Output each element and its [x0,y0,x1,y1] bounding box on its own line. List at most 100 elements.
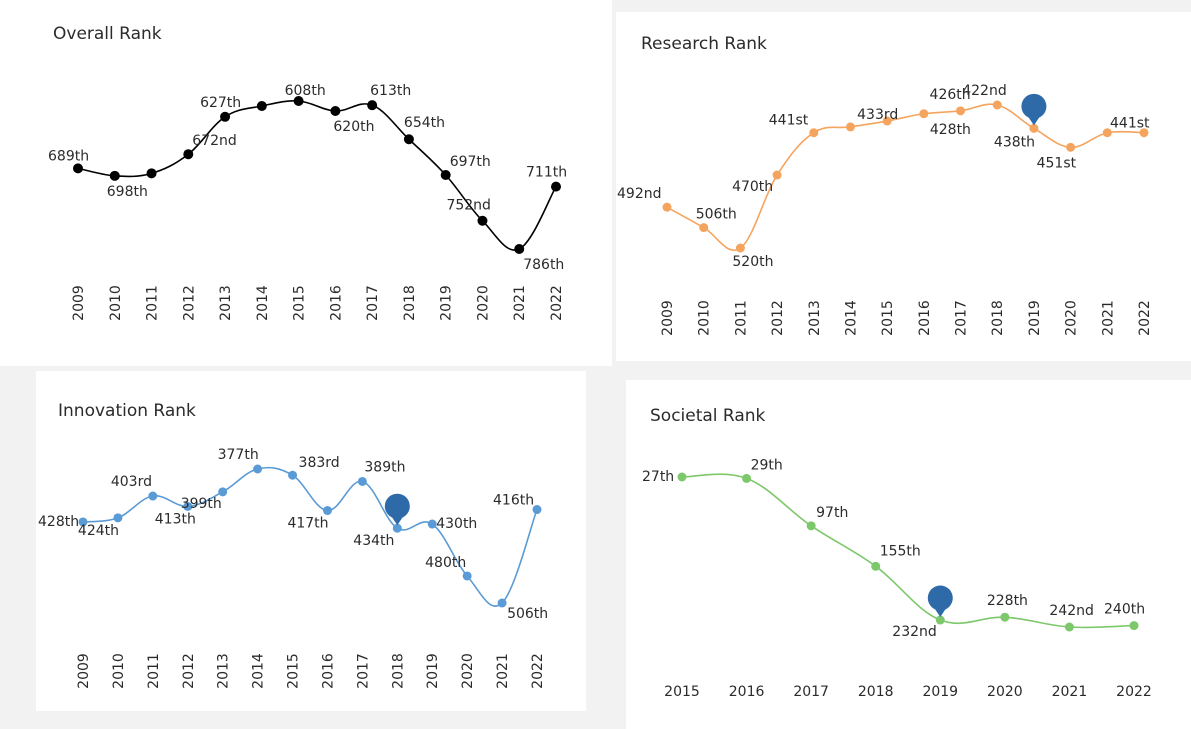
data-point[interactable] [882,116,892,126]
x-tick-label: 2016 [328,285,344,321]
data-point[interactable] [220,111,231,122]
data-point[interactable] [78,517,88,527]
data-point[interactable] [806,521,816,531]
x-tick-label: 2012 [181,653,197,689]
data-point[interactable] [871,561,881,571]
chart-panel-research: Research Rank 492nd 2009 506th 2010 520th 201… [616,12,1191,361]
data-point[interactable] [956,106,966,116]
highlight-marker[interactable] [1021,93,1047,119]
data-point[interactable] [1129,621,1139,631]
x-tick-label: 2022 [549,285,565,321]
data-point[interactable] [183,501,193,511]
x-tick-label: 2022 [1137,300,1153,336]
data-label: 627th [200,95,241,111]
x-tick-label: 2020 [475,285,491,321]
data-label: 428th [930,122,971,138]
data-point[interactable] [357,476,367,486]
data-label: 240th [1104,602,1145,618]
x-tick-label: 2014 [251,653,267,689]
data-label: 506th [696,207,737,223]
x-tick-label: 2017 [793,684,829,700]
x-tick-label: 2019 [439,285,455,321]
data-point[interactable] [146,168,157,179]
x-tick-label: 2018 [402,285,418,321]
data-point[interactable] [809,128,819,138]
x-tick-label: 2022 [1116,684,1152,700]
data-point[interactable] [662,202,672,212]
overall-rank-chart: 689th 2009 698th 2010 2011 672nd 2012 627th 2013… [48,83,567,321]
chart-panel-societal: Societal Rank 27th 2015 29th 2016 97th 2017 15… [626,380,1191,729]
x-tick-label: 2012 [181,285,197,321]
data-point[interactable] [1000,612,1010,622]
x-tick-label: 2014 [843,300,859,336]
data-point[interactable] [477,215,488,226]
x-tick-label: 2013 [807,300,823,336]
data-point[interactable] [367,100,378,111]
data-point[interactable] [330,105,341,116]
x-tick-label: 2009 [71,285,87,321]
data-point[interactable] [514,244,525,254]
data-point[interactable] [497,598,507,608]
highlight-marker[interactable] [384,493,410,519]
data-point[interactable] [992,100,1002,110]
data-label: 399th [181,496,222,512]
data-point[interactable] [73,163,83,174]
data-point[interactable] [462,571,472,581]
data-label: 433rd [857,107,898,123]
x-tick-label: 2016 [917,300,933,336]
data-point[interactable] [1139,128,1149,138]
data-point[interactable] [935,615,945,625]
data-point[interactable] [392,523,402,533]
data-point[interactable] [677,472,687,482]
highlight-marker-tail [391,516,404,526]
data-point[interactable] [532,505,542,515]
data-point[interactable] [183,149,194,160]
data-label: 232nd [892,624,936,640]
data-label: 383rd [299,455,340,471]
data-label: 620th [333,119,374,135]
highlight-marker-tail [1027,116,1040,126]
data-point[interactable] [1066,142,1076,152]
data-point[interactable] [256,100,267,111]
data-point[interactable] [919,109,929,119]
data-label: 416th [493,493,534,509]
data-point[interactable] [845,122,855,132]
data-label: 417th [287,516,328,532]
data-point[interactable] [772,170,782,180]
data-point[interactable] [293,96,304,106]
data-point[interactable] [113,513,123,523]
data-point[interactable] [253,464,263,474]
x-tick-label: 2011 [146,653,162,689]
data-label: 426th [930,87,971,103]
innovation-rank-chart: 428th 2009 424th 2010 403rd 2011 413th 2012 399t… [38,447,548,689]
data-point[interactable] [699,223,709,233]
data-point[interactable] [148,491,158,501]
data-label: 698th [107,184,148,200]
data-point[interactable] [322,506,332,516]
data-label: 97th [816,505,848,521]
data-point[interactable] [551,181,561,192]
x-tick-label: 2009 [76,653,92,689]
data-point[interactable] [288,470,298,480]
data-point[interactable] [440,170,451,180]
data-point[interactable] [1064,622,1074,632]
x-tick-label: 2015 [286,653,302,689]
data-point[interactable] [218,487,228,497]
data-label: 451st [1037,155,1077,171]
data-point[interactable] [1029,123,1039,133]
highlight-marker[interactable] [927,585,953,611]
x-tick-label: 2020 [1064,300,1080,336]
data-point[interactable] [735,243,745,253]
data-point[interactable] [1102,128,1112,138]
data-label: 428th [38,514,79,530]
data-point[interactable] [109,170,120,181]
x-tick-label: 2017 [954,300,970,336]
x-tick-label: 2021 [1100,300,1116,336]
data-label: 228th [987,593,1028,609]
data-point[interactable] [427,519,437,529]
data-point[interactable] [403,134,414,145]
chart-panel-overall: Overall Rank 689th 2009 698th 2010 2011 672nd… [0,0,612,366]
data-label: 422nd [962,83,1006,99]
data-label: 470th [732,179,773,195]
data-point[interactable] [742,473,752,483]
